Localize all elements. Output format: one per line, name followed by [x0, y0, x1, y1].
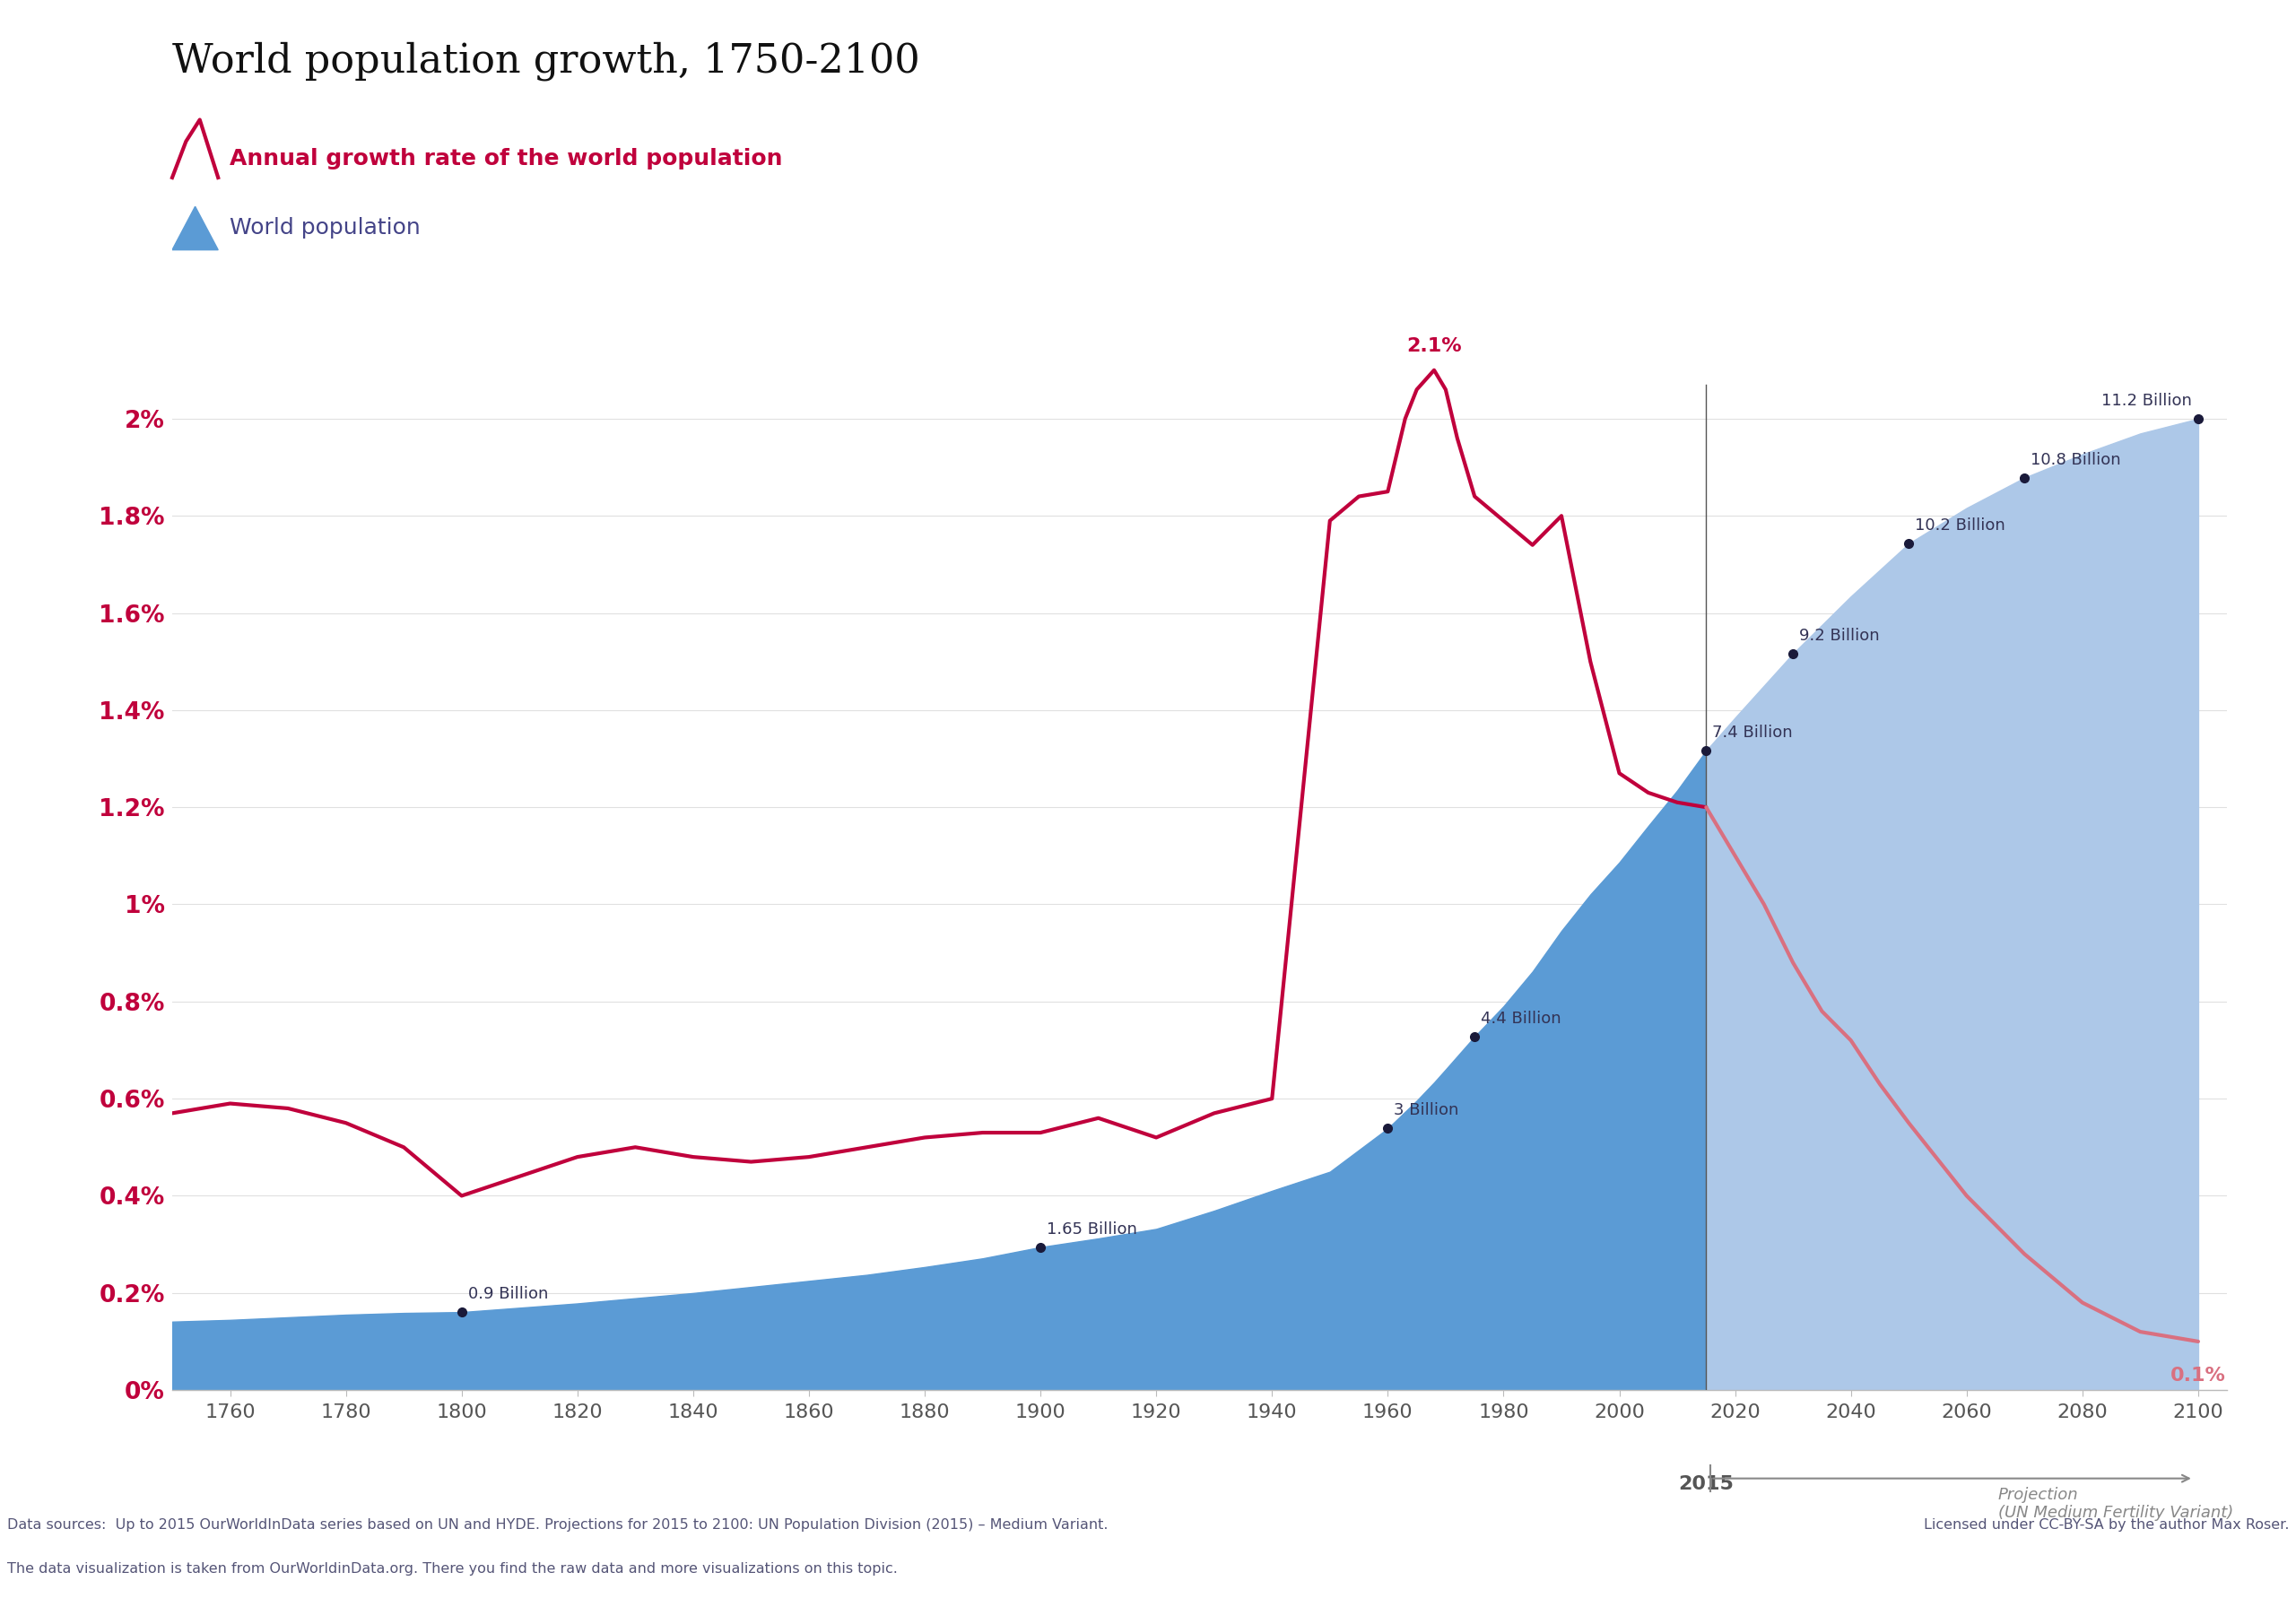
Text: in Data: in Data — [41, 151, 106, 167]
Text: World population: World population — [230, 217, 420, 239]
Text: 9.2 Billion: 9.2 Billion — [1800, 627, 1880, 643]
Text: 3 Billion: 3 Billion — [1394, 1102, 1458, 1118]
Text: 0.1%: 0.1% — [2170, 1366, 2225, 1384]
Text: 7.4 Billion: 7.4 Billion — [1713, 725, 1793, 741]
Text: 11.2 Billion: 11.2 Billion — [2101, 392, 2193, 408]
Text: 10.8 Billion: 10.8 Billion — [2030, 452, 2122, 468]
Text: Data sources:  Up to 2015 OurWorldInData series based on UN and HYDE. Projection: Data sources: Up to 2015 OurWorldInData … — [7, 1519, 1107, 1531]
Text: The data visualization is taken from OurWorldinData.org. There you find the raw : The data visualization is taken from Our… — [7, 1562, 898, 1575]
Text: Annual growth rate of the world population: Annual growth rate of the world populati… — [230, 148, 783, 169]
Polygon shape — [172, 206, 218, 249]
Text: World population growth, 1750-2100: World population growth, 1750-2100 — [172, 42, 921, 80]
Text: 2.1%: 2.1% — [1407, 337, 1463, 355]
Text: 0.9 Billion: 0.9 Billion — [468, 1286, 549, 1302]
Text: 2015: 2015 — [1678, 1475, 1733, 1493]
Text: 10.2 Billion: 10.2 Billion — [1915, 517, 2004, 534]
Text: Projection
(UN Medium Fertility Variant): Projection (UN Medium Fertility Variant) — [1998, 1486, 2234, 1522]
Text: Licensed under CC-BY-SA by the author Max Roser.: Licensed under CC-BY-SA by the author Ma… — [1924, 1519, 2289, 1531]
Text: 4.4 Billion: 4.4 Billion — [1481, 1011, 1561, 1027]
Text: Our World: Our World — [28, 114, 119, 130]
Text: 1.65 Billion: 1.65 Billion — [1047, 1221, 1137, 1237]
